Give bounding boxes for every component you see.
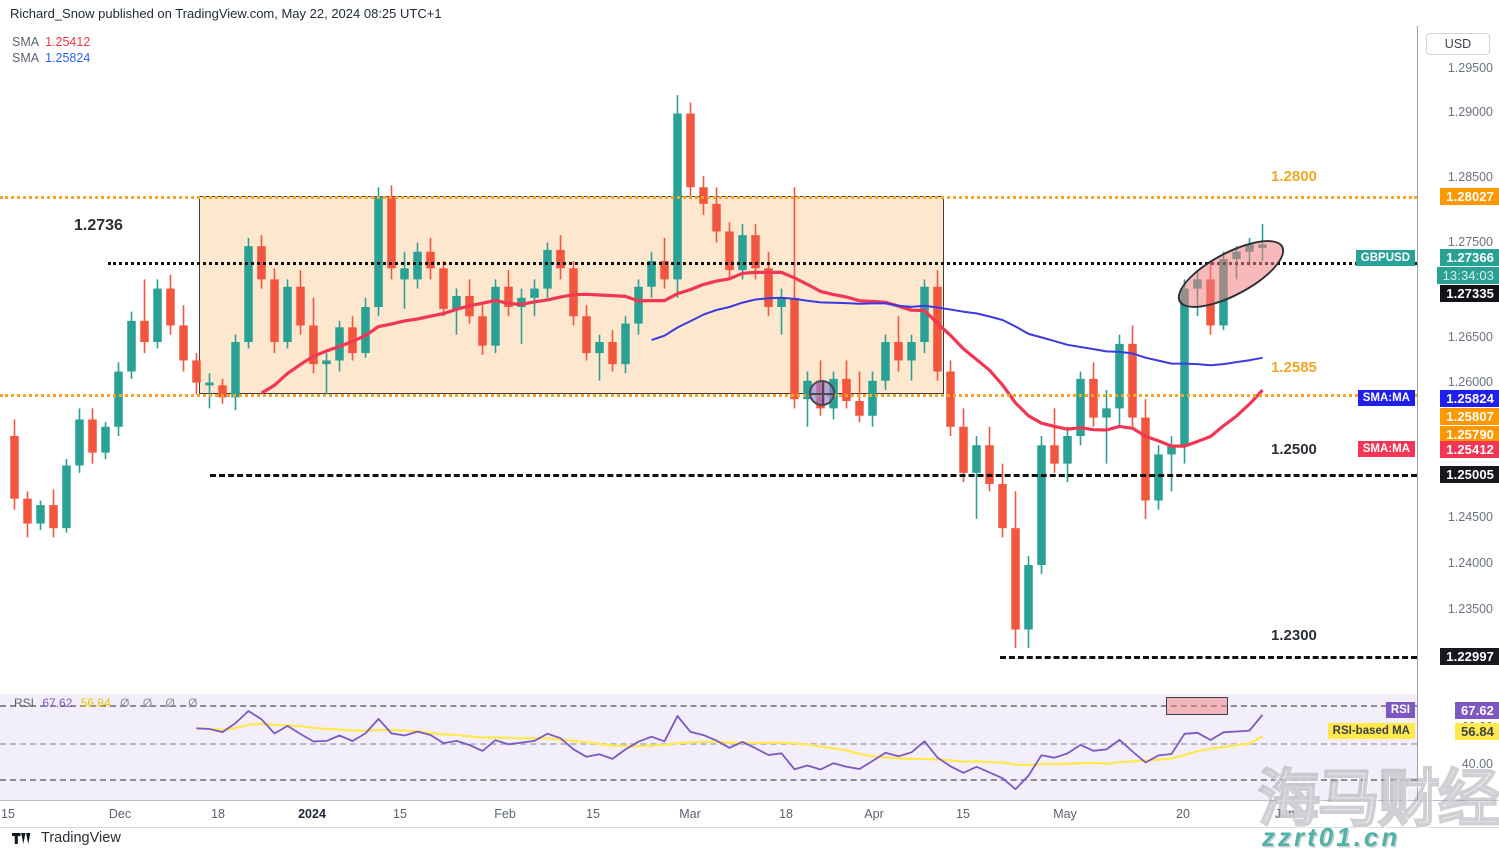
rsi-ma-value-tag[interactable]: 56.84 — [1454, 723, 1499, 740]
level-label-1-2500: 1.2500 — [1271, 441, 1317, 458]
level-line-1-2585[interactable] — [0, 394, 1417, 397]
time-axis-label: May — [1053, 807, 1077, 821]
currency-button[interactable]: USD — [1426, 33, 1490, 55]
rsi-level-50 — [0, 743, 1417, 745]
time-axis-label: 2024 — [298, 807, 326, 821]
candlestick-series — [10, 95, 1267, 648]
indicator-legend: SMA 1.25412 SMA 1.25824 — [12, 34, 90, 66]
price-tick: 1.27500 — [1447, 235, 1493, 249]
last-price-time-tag[interactable]: 13:34:03 — [1436, 267, 1499, 284]
orange-upper-tag[interactable]: 1.25807 — [1440, 408, 1499, 425]
rsi-overbought-box[interactable] — [1166, 697, 1228, 715]
rsi-tick-40: 40.00 — [1461, 757, 1493, 771]
time-axis-label: Jun — [1274, 807, 1296, 821]
sma-ma-blue-badge[interactable]: SMA:MA — [1357, 390, 1415, 406]
close-price-tag[interactable]: 1.27335 — [1440, 285, 1499, 302]
watermark-url: zzrt01.cn — [1262, 822, 1401, 852]
legend-name: SMA — [12, 51, 40, 65]
time-axis-label: 15 — [1, 807, 15, 821]
time-axis-label: 18 — [211, 807, 225, 821]
resistance-1-2800-tag[interactable]: 1.28027 — [1440, 188, 1499, 205]
legend-row-sma-red[interactable]: SMA 1.25412 — [12, 34, 90, 50]
rsi-pane[interactable]: RSI 67.62 56.84 Ø Ø Ø Ø — [0, 694, 1417, 800]
legend-row-sma-blue[interactable]: SMA 1.25824 — [12, 50, 90, 66]
tradingview-logo[interactable]: TradingView — [12, 830, 121, 846]
time-axis-label: Apr — [864, 807, 884, 821]
level-label-1-2736: 1.2736 — [74, 217, 123, 234]
tradingview-mark-icon — [12, 832, 31, 844]
rsi-level-30 — [0, 779, 1417, 781]
sma-ma-red-badge[interactable]: SMA:MA — [1357, 441, 1415, 457]
price-pane[interactable] — [0, 26, 1417, 694]
time-axis-label: 18 — [779, 807, 793, 821]
legend-value: 1.25412 — [45, 35, 91, 49]
sma-cross-circle-marker[interactable] — [809, 380, 835, 406]
price-tick: 1.24500 — [1447, 510, 1493, 524]
rsi-series — [196, 710, 1264, 791]
rsi-legend-params: Ø Ø Ø Ø — [120, 696, 203, 710]
sma-red-tag[interactable]: 1.25412 — [1440, 441, 1499, 458]
time-axis[interactable]: 15 Dec 18 2024 15 Feb 15 Mar 18 Apr 15 May 20 Jun — [0, 800, 1499, 828]
rsi-legend[interactable]: RSI 67.62 56.84 Ø Ø Ø Ø — [14, 696, 202, 710]
publish-line: Richard_Snow published on TradingView.co… — [10, 6, 442, 21]
rsi-legend-value: 67.62 — [42, 696, 73, 710]
price-tick: 1.26500 — [1447, 330, 1493, 344]
rsi-level-70 — [0, 705, 1417, 707]
support-1-2500-tag[interactable]: 1.25005 — [1440, 466, 1499, 483]
legend-value: 1.25824 — [45, 51, 91, 65]
time-axis-label: 15 — [956, 807, 970, 821]
time-axis-label: Feb — [494, 807, 516, 821]
time-axis-label: 20 — [1176, 807, 1190, 821]
time-axis-label: 15 — [586, 807, 600, 821]
rsi-value-tag[interactable]: 67.62 — [1454, 702, 1499, 719]
price-tick: 1.26000 — [1447, 375, 1493, 389]
price-tick: 1.29000 — [1447, 105, 1493, 119]
rsi-legend-ma-value: 56.84 — [80, 696, 111, 710]
sma-blue-tag[interactable]: 1.25824 — [1440, 390, 1499, 407]
price-tick: 1.29500 — [1447, 61, 1493, 75]
level-label-1-2300: 1.2300 — [1271, 627, 1317, 644]
time-axis-label: 15 — [393, 807, 407, 821]
level-label-1-2800: 1.2800 — [1271, 168, 1317, 185]
level-line-1-2300[interactable] — [1000, 656, 1417, 659]
tradingview-wordmark: TradingView — [41, 830, 121, 846]
level-line-1-2736[interactable] — [108, 262, 1417, 265]
level-label-1-2585: 1.2585 — [1271, 359, 1317, 376]
legend-name: SMA — [12, 35, 40, 49]
support-1-2300-tag[interactable]: 1.22997 — [1440, 648, 1499, 665]
rsi-badge[interactable]: RSI — [1385, 702, 1415, 718]
rsi-ma-badge[interactable]: RSI-based MA — [1327, 723, 1415, 739]
last-price-tag[interactable]: 1.27366 — [1440, 249, 1499, 266]
symbol-badge[interactable]: GBPUSD — [1355, 250, 1415, 266]
orange-lower-tag[interactable]: 1.25790 — [1440, 426, 1499, 443]
price-tick: 1.28500 — [1447, 170, 1493, 184]
price-axis[interactable]: USD 1.29500 1.29000 1.28500 1.27500 1.26… — [1417, 26, 1499, 800]
rsi-legend-name: RSI — [14, 696, 35, 710]
price-tick: 1.24000 — [1447, 556, 1493, 570]
time-axis-label: Dec — [108, 807, 132, 821]
time-axis-label: Mar — [679, 807, 701, 821]
level-line-1-2800[interactable] — [0, 196, 1417, 199]
price-tick: 1.23500 — [1447, 602, 1493, 616]
level-line-1-2500[interactable] — [210, 474, 1417, 477]
